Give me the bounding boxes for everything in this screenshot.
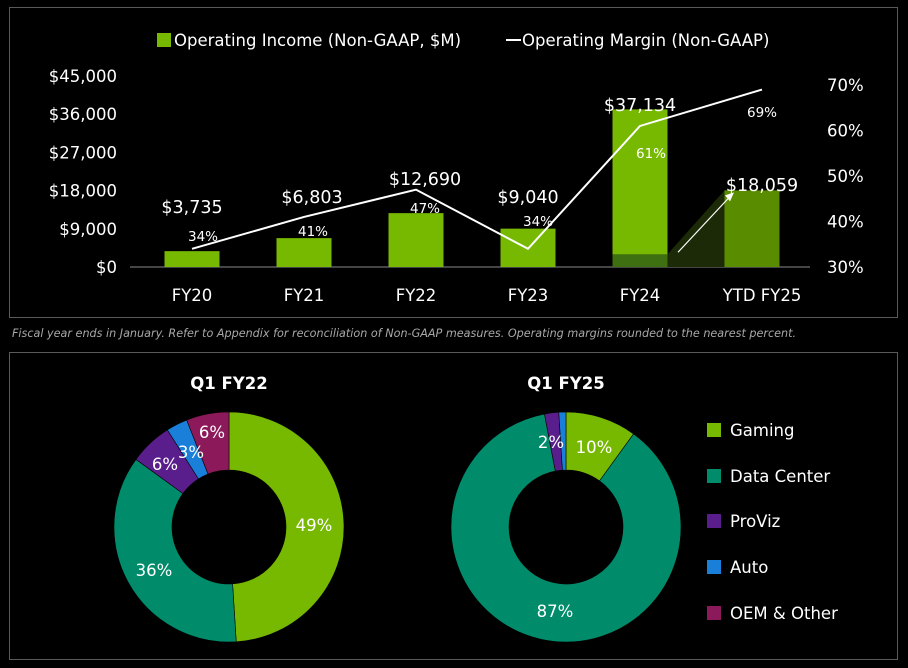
donut-slice-gaming: [228, 411, 345, 643]
value-label: $18,059: [726, 176, 798, 196]
y-left-tick: $27,000: [49, 143, 117, 162]
margin-label: 47%: [410, 201, 440, 217]
legend-label-data-center: Data Center: [730, 467, 830, 486]
legend-label-gaming: Gaming: [730, 421, 795, 440]
legend-swatch-gaming: [707, 423, 721, 437]
category-label: FY20: [172, 286, 213, 305]
donut-label: 2%: [538, 433, 564, 452]
revenue-mix-panel: Q1 FY22 49% 36% 6% 3% 6% Q1 FY25 10% 87% 2% Gaming…: [9, 352, 898, 660]
bar-fy20: [164, 251, 220, 267]
donut-title: Q1 FY25: [527, 374, 604, 393]
operating-income-chart: Operating Income (Non-GAAP, $M) Operating…: [49, 31, 864, 305]
value-label: $9,040: [497, 188, 558, 208]
y-right-tick: 50%: [827, 167, 864, 186]
y-right-tick: 60%: [827, 122, 864, 141]
legend-label-proviz: ProViz: [730, 512, 780, 531]
legend-swatch-oem-other: [707, 606, 721, 620]
donut-label: 49%: [296, 516, 333, 535]
value-label: $6,803: [281, 188, 342, 208]
value-label: $3,735: [161, 198, 222, 218]
bar-fy21: [276, 238, 332, 267]
donut-slice-data-center: [113, 458, 237, 643]
bar-ytd-fy25: [724, 190, 780, 267]
bar-fy24-base: [612, 254, 668, 267]
legend-swatch-data-center: [707, 469, 721, 483]
operating-margin-line: [191, 88, 763, 251]
donut-slice-auto: [558, 411, 567, 471]
donut-label: 6%: [199, 423, 225, 442]
donut-slice-data-center: [450, 413, 682, 643]
legend-swatch-operating-income: [157, 33, 171, 47]
donut-label: 10%: [576, 438, 613, 457]
y-left-tick: $36,000: [49, 105, 117, 124]
donut-label: 6%: [152, 455, 178, 474]
y-right-tick: 30%: [827, 258, 864, 277]
donut-label: 3%: [178, 443, 204, 462]
bar-fy22: [388, 213, 444, 267]
donut-slice-oem-other: [186, 411, 230, 475]
bar-fy24: [612, 109, 668, 267]
margin-label: 41%: [298, 224, 328, 240]
category-label: FY24: [620, 286, 661, 305]
y-right-tick: 40%: [827, 213, 864, 232]
y-left-tick: $18,000: [49, 182, 117, 201]
legend-swatch-proviz: [707, 514, 721, 528]
category-label: FY22: [396, 286, 437, 305]
margin-label: 34%: [188, 229, 218, 245]
category-label: FY21: [284, 286, 325, 305]
value-label: $12,690: [389, 170, 461, 190]
y-left-tick: $45,000: [49, 67, 117, 86]
y-left-tick: $0: [96, 258, 117, 277]
y-left-tick: $9,000: [59, 220, 117, 239]
value-label: $37,134: [604, 96, 676, 116]
category-label: YTD FY25: [722, 286, 802, 305]
fy25-arrow-line: [677, 193, 733, 253]
category-label: FY23: [508, 286, 549, 305]
donut-label: 36%: [136, 561, 173, 580]
legend-swatch-auto: [707, 560, 721, 574]
y-right-tick: 70%: [827, 76, 864, 95]
margin-label: 34%: [523, 214, 553, 230]
donut-title: Q1 FY22: [190, 374, 267, 393]
donut-label: 87%: [537, 602, 574, 621]
legend-operating-margin: Operating Margin (Non-GAAP): [522, 31, 769, 50]
footnote: Fiscal year ends in January. Refer to Ap…: [12, 327, 797, 340]
fy24-to-fy25-shading: [667, 190, 725, 267]
margin-label: 61%: [636, 146, 666, 162]
operating-income-chart-panel: Operating Income (Non-GAAP, $M) Operating…: [9, 7, 898, 318]
legend-label-auto: Auto: [730, 558, 768, 577]
fy25-arrow-head: [725, 192, 734, 202]
revenue-mix-charts: Q1 FY22 49% 36% 6%3%6% Q1 FY25 10% 87% 2% Gaming…: [113, 374, 838, 643]
legend-label-oem-other: OEM & Other: [730, 604, 838, 623]
legend-operating-income: Operating Income (Non-GAAP, $M): [174, 31, 461, 50]
margin-label: 69%: [747, 105, 777, 121]
